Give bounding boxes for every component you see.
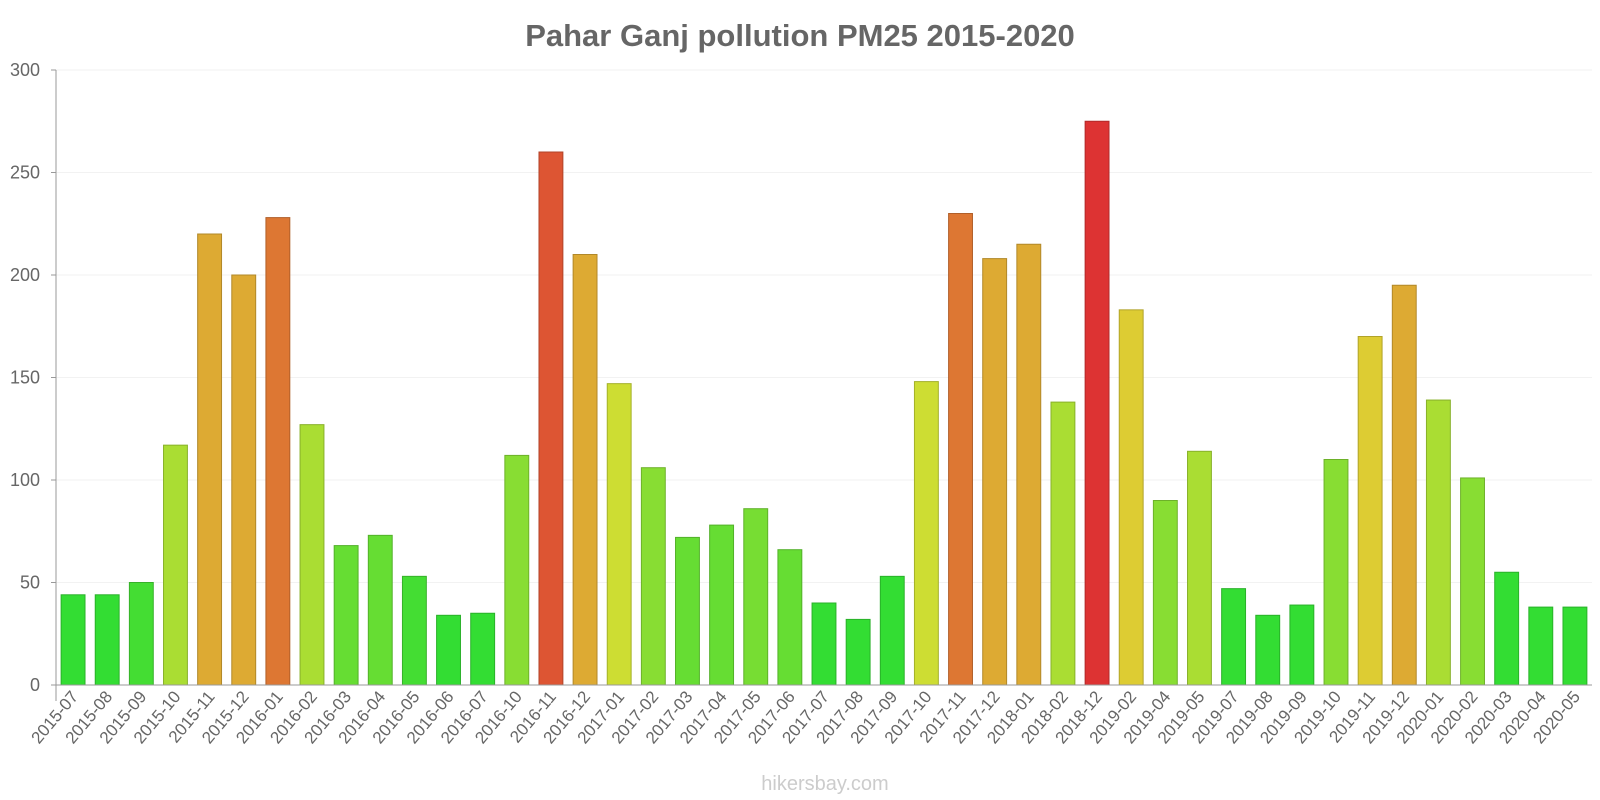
bar-2017-04 bbox=[709, 524, 735, 686]
bar-2019-02 bbox=[1118, 309, 1144, 686]
bar-2018-02 bbox=[1050, 401, 1076, 686]
bar-2017-06 bbox=[777, 549, 803, 686]
bar-2017-08 bbox=[845, 618, 871, 686]
bar-2017-01 bbox=[606, 383, 632, 686]
bar-2019-08 bbox=[1255, 614, 1281, 686]
bar-2019-04 bbox=[1152, 500, 1178, 686]
watermark: hikersbay.com bbox=[761, 773, 888, 795]
bar-2017-10 bbox=[913, 381, 939, 686]
y-axis: 0 50 100 150 200 250 300 bbox=[10, 60, 57, 701]
y-tick-label: 50 bbox=[20, 573, 40, 593]
y-tick-label: 150 bbox=[10, 368, 40, 388]
y-tick-label: 100 bbox=[10, 470, 40, 490]
bar-2015-12 bbox=[231, 274, 257, 686]
bar-2019-11 bbox=[1357, 336, 1383, 686]
y-tick-label: 0 bbox=[30, 675, 40, 695]
bar-2020-05 bbox=[1562, 606, 1588, 686]
y-tick-label: 300 bbox=[10, 60, 40, 80]
bar-2015-10 bbox=[163, 444, 188, 686]
bar-2019-12 bbox=[1391, 284, 1417, 686]
bar-2016-05 bbox=[401, 575, 427, 686]
chart-title: Pahar Ganj pollution PM25 2015-2020 bbox=[525, 18, 1075, 53]
bar-2016-07 bbox=[470, 612, 496, 686]
bar-2017-02 bbox=[640, 467, 666, 686]
bar-2018-01 bbox=[1016, 243, 1042, 686]
bar-2016-10 bbox=[504, 454, 530, 686]
y-tick-label: 200 bbox=[10, 265, 40, 285]
bar-2015-08 bbox=[94, 594, 120, 686]
bar-2020-02 bbox=[1460, 477, 1485, 686]
bar-2017-07 bbox=[811, 602, 837, 686]
bar-2015-09 bbox=[128, 582, 154, 686]
bar-2016-01 bbox=[265, 217, 291, 686]
bar-2019-10 bbox=[1323, 459, 1349, 686]
bar-2018-12 bbox=[1084, 120, 1110, 686]
bar-2017-11 bbox=[948, 213, 973, 686]
bar-2015-07 bbox=[60, 594, 86, 686]
bar-2016-11 bbox=[538, 151, 564, 686]
x-axis: 2015-072015-082015-092015-102015-112015-… bbox=[27, 684, 1592, 747]
bar-2015-11 bbox=[197, 233, 223, 686]
bar-2016-03 bbox=[333, 545, 359, 686]
bar-2016-02 bbox=[299, 424, 325, 686]
bar-2019-05 bbox=[1187, 450, 1212, 686]
bar-2019-07 bbox=[1221, 588, 1247, 686]
bar-2017-12 bbox=[982, 258, 1008, 686]
bar-2017-03 bbox=[675, 536, 700, 686]
bar-2017-09 bbox=[879, 575, 905, 686]
bar-2016-06 bbox=[436, 614, 461, 686]
bar-2019-09 bbox=[1289, 604, 1315, 686]
bars bbox=[60, 120, 1588, 686]
y-tick-label: 250 bbox=[10, 163, 40, 183]
bar-2020-01 bbox=[1425, 399, 1451, 686]
bar-2016-04 bbox=[367, 534, 393, 686]
bar-2020-03 bbox=[1494, 571, 1520, 686]
bar-2017-05 bbox=[743, 508, 769, 686]
bar-2016-12 bbox=[572, 254, 598, 686]
bar-2020-04 bbox=[1528, 606, 1554, 686]
